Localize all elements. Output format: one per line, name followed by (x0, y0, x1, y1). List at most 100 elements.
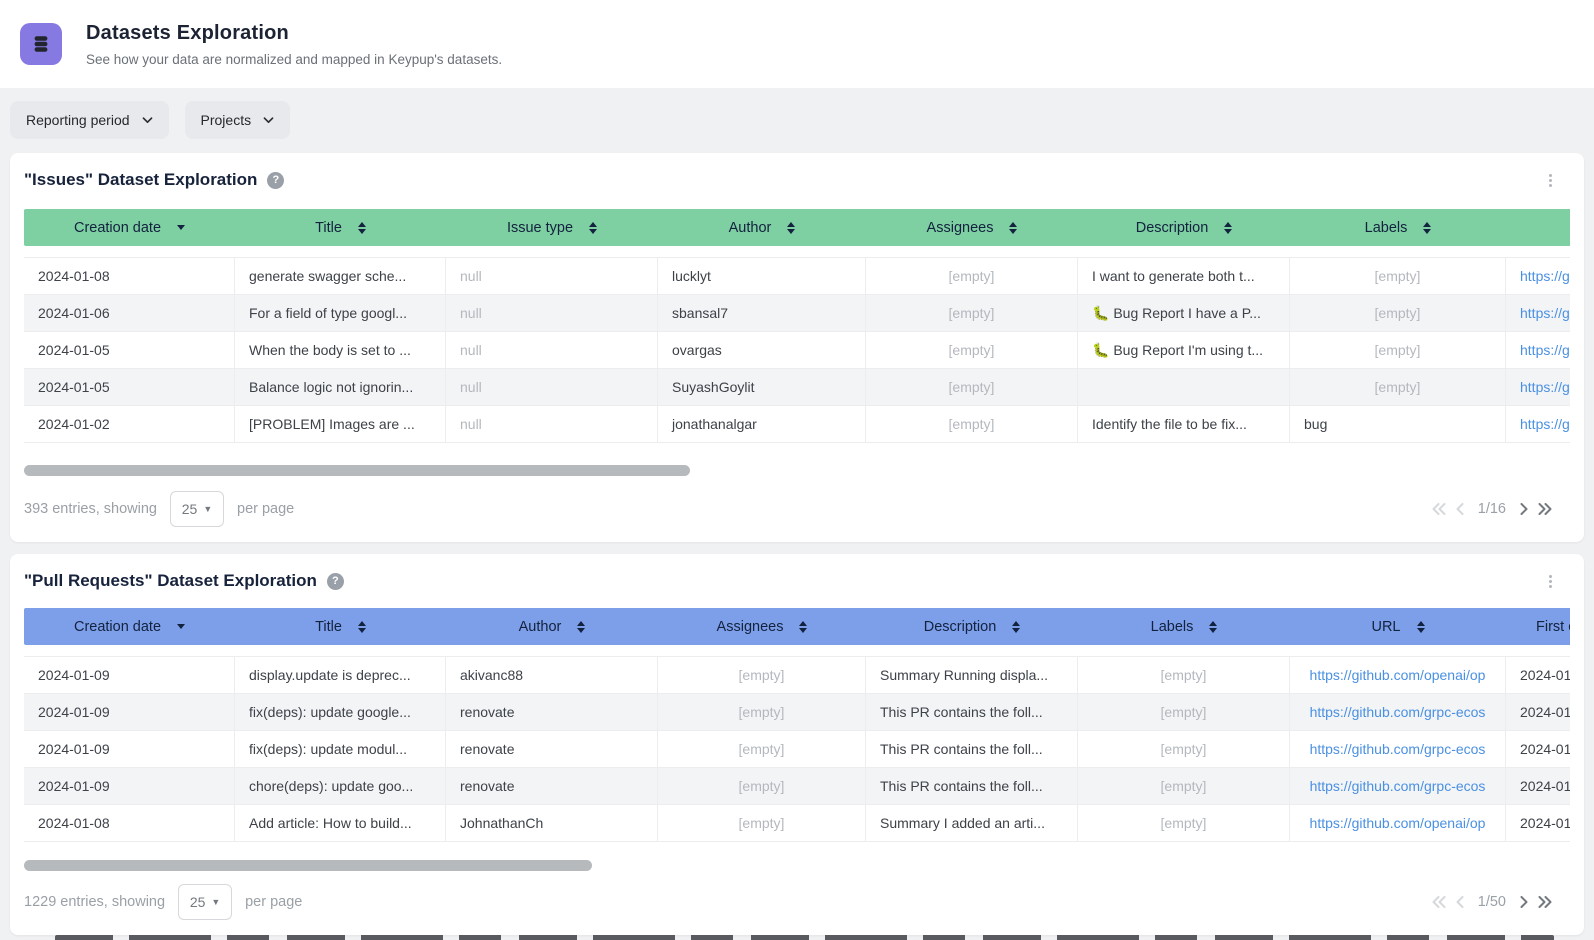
cell-author: SuyashGoylit (658, 369, 866, 405)
prs-table-footer: 1229 entries, showing 25 ▼ per page 1/50 (24, 879, 1570, 925)
column-header-description[interactable]: Description (866, 608, 1078, 645)
cell-creation-date: 2024-01-06 (24, 295, 235, 331)
cell-description: Summary Running displa... (866, 657, 1078, 693)
cell-labels: [empty] (1078, 731, 1290, 767)
cell-creation-date: 2024-01-05 (24, 369, 235, 405)
cell-url-link[interactable]: https://git (1520, 268, 1570, 284)
page-subtitle: See how your data are normalized and map… (86, 51, 503, 67)
issues-table-body: 2024-01-08 generate swagger sche... null… (24, 257, 1570, 443)
cell-labels: [empty] (1078, 694, 1290, 730)
column-header-creation-date[interactable]: Creation date (24, 209, 235, 246)
first-page-button[interactable] (1432, 503, 1446, 515)
table-row: 2024-01-09 fix(deps): update modul... re… (24, 731, 1570, 768)
issues-table-header: Creation date Title Issue type Author As… (24, 209, 1570, 246)
horizontal-scrollbar[interactable] (24, 465, 690, 476)
horizontal-scrollbar[interactable] (24, 860, 592, 871)
kebab-menu-icon[interactable] (1545, 571, 1556, 592)
column-label: Creation date (73, 219, 162, 236)
cell-author: sbansal7 (658, 295, 866, 331)
next-page-button[interactable] (1520, 503, 1528, 515)
sort-icon (357, 620, 366, 633)
pagination: 1/16 (1432, 501, 1570, 517)
column-header-title[interactable]: Title (235, 608, 446, 645)
cell-url-link[interactable]: https://git (1520, 342, 1570, 358)
column-label: Assignees (926, 219, 994, 236)
column-header-description[interactable]: Description (1078, 209, 1290, 246)
cell-creation-date: 2024-01-09 (24, 694, 235, 730)
kebab-menu-icon[interactable] (1545, 170, 1556, 191)
last-page-button[interactable] (1538, 896, 1552, 908)
column-header-author[interactable]: Author (446, 608, 658, 645)
column-header-url[interactable]: URL (1290, 608, 1506, 645)
column-header-creation-date[interactable]: Creation date (24, 608, 235, 645)
cell-author: renovate (446, 731, 658, 767)
cell-first-commit: 2024-01 (1520, 704, 1570, 720)
cell-url-link[interactable]: https://git (1520, 379, 1570, 395)
column-header-url[interactable] (1506, 209, 1570, 246)
reporting-period-filter[interactable]: Reporting period (10, 101, 169, 139)
prev-page-button[interactable] (1456, 503, 1464, 515)
last-page-button[interactable] (1538, 503, 1552, 515)
column-label: Issue type (506, 219, 574, 236)
column-header-assignees[interactable]: Assignees (866, 209, 1078, 246)
sort-desc-icon (177, 225, 186, 230)
column-header-title[interactable]: Title (235, 209, 446, 246)
sort-icon (799, 620, 808, 633)
cell-labels: bug (1290, 406, 1506, 442)
cell-description: This PR contains the foll... (866, 768, 1078, 804)
sort-icon (1009, 221, 1018, 234)
column-label: Labels (1364, 219, 1408, 236)
cell-url-link[interactable]: https://git (1520, 305, 1570, 321)
sort-desc-icon (177, 624, 186, 629)
table-row: 2024-01-08 generate swagger sche... null… (24, 258, 1570, 295)
table-row: 2024-01-05 Balance logic not ignorin... … (24, 369, 1570, 406)
column-label: Labels (1150, 618, 1194, 635)
projects-filter[interactable]: Projects (184, 101, 291, 139)
cell-creation-date: 2024-01-09 (24, 657, 235, 693)
sort-icon (589, 221, 598, 234)
prev-page-button[interactable] (1456, 896, 1464, 908)
column-header-assignees[interactable]: Assignees (658, 608, 866, 645)
caret-down-icon: ▼ (203, 504, 213, 514)
database-icon (34, 36, 48, 52)
sort-icon (1423, 221, 1432, 234)
column-header-author[interactable]: Author (658, 209, 866, 246)
cell-labels: [empty] (1078, 768, 1290, 804)
cell-title: Add article: How to build... (235, 805, 446, 841)
column-label: Description (923, 618, 997, 635)
cell-url-link[interactable]: https://github.com/openai/op (1290, 805, 1506, 841)
cell-issue-type: null (446, 332, 658, 368)
table-row: 2024-01-09 fix(deps): update google... r… (24, 694, 1570, 731)
cell-assignees: [empty] (658, 768, 866, 804)
cell-url-link[interactable]: https://github.com/grpc-ecos (1290, 768, 1506, 804)
column-label: Author (518, 618, 562, 635)
table-row: 2024-01-06 For a field of type googl... … (24, 295, 1570, 332)
cell-author: lucklyt (658, 258, 866, 294)
cell-creation-date: 2024-01-09 (24, 731, 235, 767)
sort-icon (1012, 620, 1021, 633)
column-header-labels[interactable]: Labels (1078, 608, 1290, 645)
cell-url-link[interactable]: https://github.com/grpc-ecos (1290, 731, 1506, 767)
table-row: 2024-01-02 [PROBLEM] Images are ... null… (24, 406, 1570, 443)
per-page-select[interactable]: 25 ▼ (170, 491, 224, 527)
per-page-select[interactable]: 25 ▼ (178, 884, 233, 920)
column-header-labels[interactable]: Labels (1290, 209, 1506, 246)
cell-url-link[interactable]: https://github.com/grpc-ecos (1290, 694, 1506, 730)
cell-creation-date: 2024-01-09 (24, 768, 235, 804)
prs-table: Creation date Title Author Assignees Des… (24, 608, 1570, 842)
cell-url-link[interactable]: https://git (1520, 416, 1570, 432)
issues-table-footer: 393 entries, showing 25 ▼ per page 1/16 (24, 486, 1570, 532)
cell-title: generate swagger sche... (235, 258, 446, 294)
cell-labels: [empty] (1290, 332, 1506, 368)
help-icon[interactable]: ? (267, 171, 285, 189)
entries-count: 1229 entries, showing (24, 894, 166, 910)
column-header-first-commit[interactable]: First c (1506, 608, 1570, 645)
column-header-issue-type[interactable]: Issue type (446, 209, 658, 246)
cell-title: [PROBLEM] Images are ... (235, 406, 446, 442)
first-page-button[interactable] (1432, 896, 1446, 908)
cell-author: ovargas (658, 332, 866, 368)
table-row: 2024-01-05 When the body is set to ... n… (24, 332, 1570, 369)
cell-url-link[interactable]: https://github.com/openai/op (1290, 657, 1506, 693)
next-page-button[interactable] (1520, 896, 1528, 908)
help-icon[interactable]: ? (326, 572, 344, 590)
